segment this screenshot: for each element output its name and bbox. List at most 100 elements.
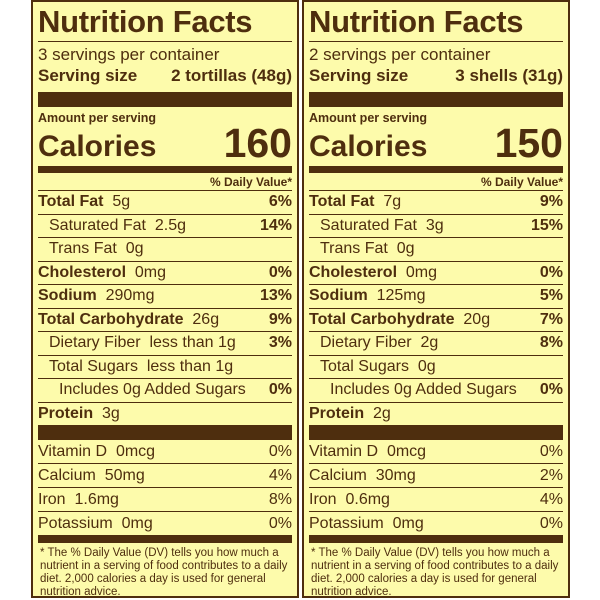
nutrient-row: Sodium 125mg 5% — [309, 284, 563, 308]
vitamin-daily-value: 0% — [268, 442, 292, 460]
nutrient-daily-value: 0% — [539, 381, 563, 399]
nutrient-row: Protein 3g — [38, 401, 292, 426]
nutrient-amount: 2g — [373, 404, 391, 422]
servings-per-container: 3 servings per container — [38, 45, 220, 64]
nutrient-row: Includes 0g Added Sugars 0% — [309, 378, 563, 402]
nutrient-daily-value: 5% — [539, 287, 563, 305]
footnote: * The % Daily Value (DV) tells you how m… — [311, 547, 559, 598]
vitamin-row: Iron 0.6mg 4% — [309, 488, 563, 512]
nutrient-row: Protein 2g — [309, 401, 563, 426]
nutrient-label: Trans Fat 0g — [38, 240, 144, 258]
serving-size: Serving size 3 shells (31g) — [309, 65, 563, 86]
vitamin-amount: 0mg — [121, 514, 153, 532]
nutrient-label: Total Carbohydrate 20g — [309, 311, 490, 329]
vitamin-name: Vitamin D — [309, 442, 379, 460]
nutrient-row: Trans Fat 0g — [309, 237, 563, 261]
calories-label: Calories — [38, 130, 157, 163]
nutrient-row: Total Carbohydrate 20g 7% — [309, 307, 563, 332]
vitamin-amount: 0mcg — [386, 442, 427, 460]
label-title: Nutrition Facts — [309, 4, 524, 39]
thick-divider — [38, 92, 292, 107]
nutrient-amount: 3g — [425, 216, 444, 234]
nutrient-amount: less than 1g — [149, 334, 236, 352]
serving-size-value: 3 shells (31g) — [455, 66, 563, 85]
nutrient-daily-value: 0% — [268, 381, 292, 399]
nutrient-label: Saturated Fat 2.5g — [38, 217, 186, 235]
vitamin-amount: 0.6mg — [345, 490, 390, 508]
nutrient-label: Saturated Fat 3g — [309, 217, 444, 235]
daily-value-header: % Daily Value* — [480, 175, 563, 189]
nutrient-amount: 125mg — [376, 287, 426, 305]
nutrient-label: Protein 2g — [309, 405, 391, 423]
nutrient-label: Dietary Fiber 2g — [309, 334, 438, 352]
nutrient-amount: 290mg — [105, 287, 155, 305]
calories-row: Calories 160 — [38, 123, 292, 164]
nutrient-row: Total Carbohydrate 26g 9% — [38, 307, 292, 332]
vitamin-amount: 0mcg — [115, 442, 156, 460]
medium-divider — [38, 166, 292, 173]
vitamin-amount: 50mg — [104, 466, 145, 484]
vitamin-name: Vitamin D — [38, 442, 108, 460]
vitamin-name: Potassium — [309, 514, 384, 532]
nutrient-name: Total Fat — [309, 193, 375, 211]
nutrient-daily-value: 9% — [268, 310, 292, 328]
vitamin-row: Calcium 30mg 2% — [309, 464, 563, 488]
nutrient-label: Includes 0g Added Sugars — [309, 381, 521, 399]
servings-per-container: 2 servings per container — [309, 45, 491, 64]
nutrient-name: Saturated Fat — [320, 216, 417, 234]
calories-value: 150 — [494, 120, 563, 166]
vitamin-label: Potassium 0mg — [309, 515, 424, 533]
vitamin-amount: 1.6mg — [74, 490, 119, 508]
nutrient-name: Includes 0g Added Sugars — [59, 381, 246, 399]
vitamin-daily-value: 0% — [268, 514, 292, 532]
thick-divider — [309, 92, 563, 107]
divider — [309, 41, 563, 42]
label-title: Nutrition Facts — [38, 4, 253, 39]
nutrient-label: Includes 0g Added Sugars — [38, 381, 250, 399]
nutrition-label-right: Nutrition Facts 2 servings per container … — [302, 0, 570, 598]
nutrient-label: Trans Fat 0g — [309, 240, 415, 258]
serving-size-label: Serving size — [309, 66, 409, 85]
vitamin-row: Iron 1.6mg 8% — [38, 488, 292, 512]
serving-size: Serving size 2 tortillas (48g) — [38, 65, 292, 86]
nutrient-name: Total Carbohydrate — [309, 310, 455, 328]
nutrient-daily-value: 9% — [539, 193, 563, 211]
nutrient-amount: 0g — [396, 240, 415, 258]
nutrient-daily-value: 0% — [539, 263, 563, 281]
nutrient-name: Total Sugars — [320, 357, 409, 375]
vitamin-daily-value: 0% — [539, 442, 563, 460]
nutrient-daily-value: 0% — [268, 263, 292, 281]
nutrient-daily-value: 14% — [259, 216, 292, 234]
nutrient-row: Cholesterol 0mg 0% — [309, 260, 563, 285]
vitamin-amount: 30mg — [375, 466, 416, 484]
serving-size-value: 2 tortillas (48g) — [171, 66, 292, 85]
calories-row: Calories 150 — [309, 120, 563, 166]
calories-label: Calories — [309, 130, 428, 163]
nutrient-amount: 5g — [112, 193, 131, 211]
nutrient-row: Includes 0g Added Sugars 0% — [38, 378, 292, 402]
vitamin-name: Iron — [38, 490, 66, 508]
nutrient-daily-value: 8% — [539, 334, 563, 352]
vitamin-row: Potassium 0mg 0% — [38, 512, 292, 536]
nutrient-row: Total Fat 7g 9% — [309, 190, 563, 214]
nutrient-amount: 0mg — [134, 263, 167, 281]
nutrient-row: Total Sugars 0g — [309, 354, 563, 379]
nutrient-label: Total Sugars less than 1g — [38, 358, 233, 376]
vitamin-label: Calcium 30mg — [309, 467, 416, 485]
vitamin-daily-value: 8% — [268, 490, 292, 508]
nutrient-label: Cholesterol 0mg — [309, 264, 437, 282]
nutrient-label: Total Fat 5g — [38, 193, 130, 211]
nutrient-amount: 0g — [125, 240, 144, 258]
nutrient-row: Saturated Fat 2.5g 14% — [38, 213, 292, 238]
vitamin-name: Calcium — [38, 466, 96, 484]
vitamin-daily-value: 4% — [268, 466, 292, 484]
nutrient-name: Protein — [309, 404, 365, 422]
daily-value-header: % Daily Value* — [209, 175, 292, 189]
nutrient-amount: less than 1g — [146, 357, 234, 375]
footnote: * The % Daily Value (DV) tells you how m… — [40, 547, 288, 598]
vitamin-daily-value: 0% — [539, 514, 563, 532]
vitamin-label: Iron 1.6mg — [38, 491, 119, 509]
nutrient-name: Saturated Fat — [49, 216, 146, 234]
nutrient-amount: 20g — [463, 310, 491, 328]
nutrient-label: Total Carbohydrate 26g — [38, 311, 219, 329]
